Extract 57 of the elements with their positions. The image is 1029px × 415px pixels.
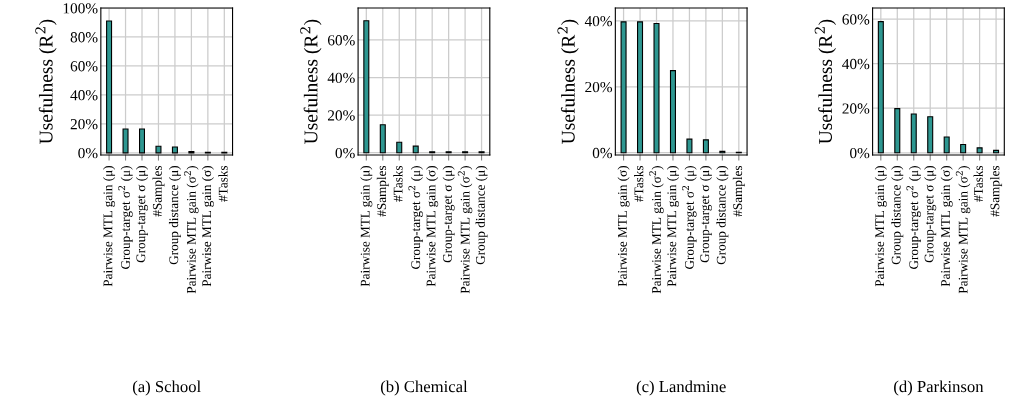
- x-tick-label: Group-target σ$^{2}$ (μ): [906, 166, 921, 269]
- x-tick-label: Pairwise MTL gain (μ): [103, 166, 116, 287]
- y-tick-label: 60%: [842, 14, 870, 25]
- y-axis-title: Usefulness (R$^{2}$): [814, 19, 836, 144]
- x-tick-label: Pairwise MTL gain (μ): [360, 166, 373, 287]
- x-tick-label: #Samples: [732, 165, 745, 217]
- x-tick-label: #Samples: [152, 165, 165, 217]
- y-tick-label: 20%: [585, 81, 613, 93]
- text: (a) School: [132, 380, 201, 396]
- y-tick-label: 100%: [63, 3, 98, 14]
- y-tick-label: 60%: [327, 35, 355, 46]
- text: (b) Chemical: [380, 380, 468, 396]
- x-tick-label: Pairwise MTL gain (σ$^{2}$): [184, 166, 199, 294]
- x-tick-label: Group distance (μ): [716, 166, 729, 265]
- y-tick-label: 40%: [70, 90, 98, 101]
- y-axis-title: Usefulness (R$^{2}$): [35, 19, 57, 144]
- x-tick-label: #Tasks: [973, 165, 983, 202]
- y-tick-label: 20%: [327, 110, 355, 121]
- x-tick-label: #Tasks: [634, 165, 644, 202]
- x-tick-label: #Samples: [376, 165, 389, 217]
- x-tick-label: Pairwise MTL gain (σ): [201, 166, 214, 287]
- x-tick-label: Group distance (μ): [168, 166, 181, 265]
- text: (c) Landmine: [636, 380, 726, 396]
- y-tick-label: 40%: [584, 16, 613, 27]
- x-tick-label: Pairwise MTL gain (σ$^{2}$): [457, 166, 473, 294]
- x-tick-label: Group-target σ$^{2}$ (μ): [682, 166, 697, 269]
- x-tick-label: Group-target σ$^{2}$ (μ): [118, 166, 133, 269]
- y-tick-label: 60%: [70, 61, 98, 72]
- x-tick-label: #Tasks: [393, 165, 403, 202]
- x-tick-label: Group-target σ$^{2}$ (μ): [408, 166, 423, 269]
- y-tick-label: 20%: [842, 103, 870, 114]
- x-tick-label: Pairwise MTL gain (μ): [666, 166, 679, 287]
- y-tick-label: 40%: [842, 58, 870, 70]
- y-axis-title: Usefulness (R$^{2}$): [300, 19, 322, 144]
- x-tick-label: Pairwise MTL gain (σ$^{2}$): [955, 166, 971, 294]
- x-tick-label: Pairwise MTL gain (σ): [617, 166, 630, 287]
- x-tick-label: Pairwise MTL gain (σ$^{2}$): [649, 166, 664, 294]
- x-tick-label: #Samples: [990, 165, 1003, 217]
- x-tick-label: Group distance (μ): [475, 166, 488, 265]
- y-tick-label: 0%: [78, 147, 98, 159]
- text: (d) Parkinson: [894, 380, 984, 396]
- y-tick-label: 0%: [850, 147, 870, 159]
- y-tick-label: 0%: [592, 147, 613, 159]
- x-tick-label: Group-target σ (μ): [136, 165, 148, 263]
- y-tick-label: 0%: [335, 147, 355, 159]
- x-tick-label: Pairwise MTL gain (σ): [426, 166, 439, 287]
- x-tick-label: Pairwise MTL gain (σ): [940, 166, 953, 287]
- x-tick-label: Pairwise MTL gain (μ): [874, 166, 887, 287]
- y-tick-label: 80%: [70, 32, 98, 43]
- x-tick-label: Group-target σ (μ): [924, 165, 937, 263]
- x-tick-label: Group-target σ (μ): [699, 165, 712, 263]
- x-tick-label: Group distance (μ): [891, 166, 904, 265]
- y-axis-title: Usefulness (R$^{2}$): [557, 19, 579, 144]
- x-tick-label: #Tasks: [218, 165, 228, 202]
- y-tick-label: 40%: [327, 72, 355, 84]
- y-tick-label: 20%: [70, 119, 98, 130]
- x-tick-label: Group-target σ (μ): [442, 165, 455, 263]
